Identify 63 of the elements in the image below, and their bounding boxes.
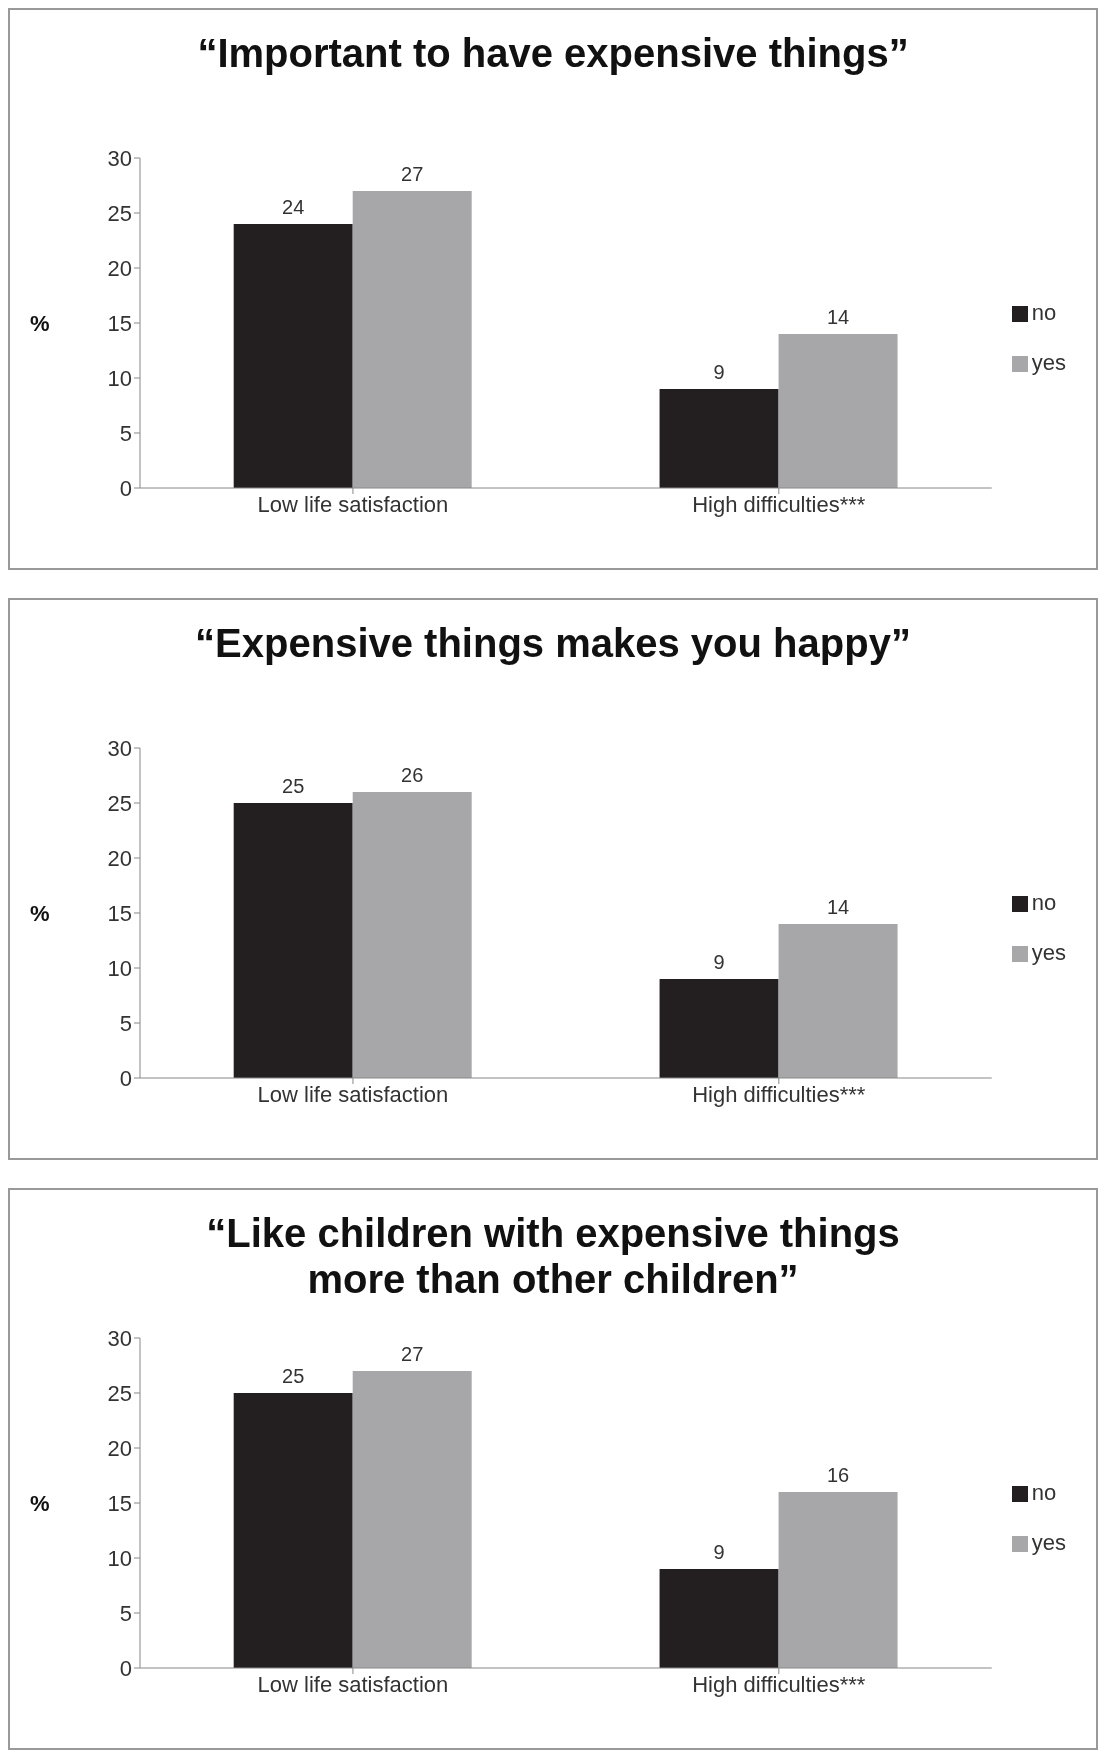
y-tick-label: 25 — [107, 1380, 132, 1406]
bar — [233, 224, 353, 488]
y-tick-label: 25 — [107, 200, 132, 226]
legend-label: no — [1031, 300, 1057, 325]
data-label: 9 — [713, 1541, 725, 1563]
data-label: 27 — [401, 163, 424, 185]
y-tick-label: 30 — [107, 735, 132, 761]
legend-label: yes — [1031, 1530, 1066, 1555]
y-tick-label: 5 — [119, 1010, 132, 1036]
y-tick-label: 10 — [107, 365, 132, 391]
y-axis-title: % — [30, 1490, 50, 1516]
x-tick-label: High difficulties*** — [692, 491, 866, 517]
bar — [233, 803, 353, 1078]
data-label: 14 — [826, 306, 850, 328]
y-tick-label: 0 — [119, 1655, 132, 1681]
y-tick-label: 0 — [119, 475, 132, 501]
y-tick-label: 20 — [107, 255, 132, 281]
y-tick-label: 5 — [119, 420, 132, 446]
data-label: 24 — [282, 196, 305, 218]
y-tick-label: 0 — [119, 1065, 132, 1091]
x-tick-label: Low life satisfaction — [257, 491, 449, 517]
bar — [659, 979, 779, 1078]
bar — [659, 1569, 779, 1668]
x-tick-label: High difficulties*** — [692, 1081, 866, 1107]
bar — [352, 191, 472, 488]
bar — [778, 334, 898, 488]
x-tick-label: High difficulties*** — [692, 1671, 866, 1697]
x-tick-label: Low life satisfaction — [257, 1081, 449, 1107]
data-label: 9 — [713, 361, 725, 383]
chart-title: “Expensive things makes you happy” — [194, 620, 912, 667]
legend-label: yes — [1031, 940, 1066, 965]
y-tick-label: 25 — [107, 790, 132, 816]
data-label: 27 — [401, 1343, 424, 1365]
data-label: 25 — [282, 775, 305, 797]
y-tick-label: 5 — [119, 1600, 132, 1626]
chart-title: “Like children with expensive things more than other children” — [205, 1210, 901, 1303]
data-label: 25 — [282, 1365, 305, 1387]
bar — [659, 389, 779, 488]
bar — [233, 1393, 353, 1668]
bar — [778, 924, 898, 1078]
y-tick-label: 15 — [107, 1490, 132, 1516]
x-tick-label: Low life satisfaction — [257, 1671, 449, 1697]
data-label: 16 — [826, 1464, 850, 1486]
bar — [778, 1492, 898, 1668]
data-label: 14 — [826, 896, 850, 918]
y-tick-label: 30 — [107, 1325, 132, 1351]
legend-label: no — [1031, 1480, 1057, 1505]
data-label: 9 — [713, 951, 725, 973]
y-tick-label: 10 — [107, 1545, 132, 1571]
y-tick-label: 20 — [107, 845, 132, 871]
y-tick-label: 30 — [107, 145, 132, 171]
data-label: 26 — [401, 764, 424, 786]
y-axis-title: % — [30, 900, 50, 926]
bar — [352, 1371, 472, 1668]
y-tick-label: 15 — [107, 310, 132, 336]
legend-label: yes — [1031, 350, 1066, 375]
y-axis-title: % — [30, 310, 50, 336]
chart-title: “Important to have expensive things” — [196, 30, 910, 77]
bar — [352, 792, 472, 1078]
legend-label: no — [1031, 890, 1057, 915]
y-tick-label: 15 — [107, 900, 132, 926]
y-tick-label: 20 — [107, 1435, 132, 1461]
y-tick-label: 10 — [107, 955, 132, 981]
